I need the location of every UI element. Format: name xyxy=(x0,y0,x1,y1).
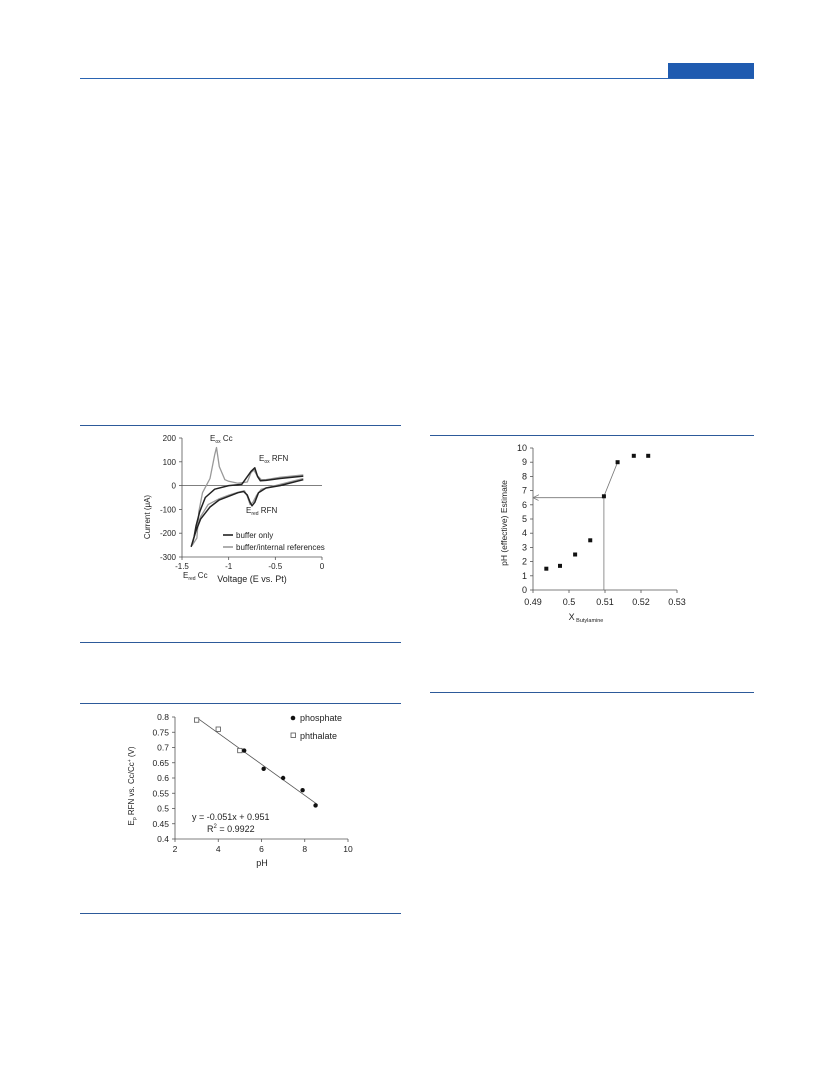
bu-guide-vertical xyxy=(603,462,618,590)
bu-point xyxy=(615,460,620,465)
cv-y-tick-label: -300 xyxy=(160,553,177,562)
bu-y-tick-label: 9 xyxy=(522,457,527,467)
bu-y-tick-label: 2 xyxy=(522,557,527,567)
cv-x-tick-label: -0.5 xyxy=(268,562,282,571)
bu-y-tick-label: 8 xyxy=(522,471,527,481)
bu-point xyxy=(646,453,651,458)
header-accent-tab xyxy=(668,63,754,78)
figure1-bottom-rule xyxy=(80,642,401,643)
cv-legend-buffer-only: buffer only xyxy=(236,531,273,540)
ep-point-phosphate xyxy=(280,775,286,781)
bu-point xyxy=(601,494,606,499)
ep-point-phosphate xyxy=(313,803,318,808)
bu-x-tick-label: 0.51 xyxy=(596,597,614,607)
ep-vs-ph-chart: Ep RFN vs. Cc/Cc+ (V) pH 0.8 0.75 0.7 0.65 0… xyxy=(127,712,353,868)
ep-y-tick-label: 0.65 xyxy=(152,758,169,768)
figure2-bottom-rule xyxy=(80,913,401,914)
ep-point-phthalate xyxy=(237,747,243,754)
ep-point-phosphate xyxy=(261,766,266,772)
bu-point xyxy=(588,538,593,543)
bu-x-tick-label: 0.53 xyxy=(668,597,686,607)
cv-annotation-ered-cc: Ered Cc xyxy=(183,571,208,582)
bu-x-tick-label: 0.5 xyxy=(563,597,576,607)
ep-point-phthalate xyxy=(215,726,221,732)
ep-y-tick-label: 0.7 xyxy=(157,743,169,753)
ep-x-tick-label: 2 xyxy=(173,844,178,854)
ep-y-tick-label: 0.4 xyxy=(157,834,169,844)
ep-legend-phthalate: phthalate xyxy=(300,731,337,741)
bu-y-tick-label: 6 xyxy=(522,500,527,510)
cv-y-tick-label: 0 xyxy=(172,482,177,491)
cv-xlabel: Voltage (E vs. Pt) xyxy=(217,574,287,584)
bu-x-tick-label: 0.52 xyxy=(632,597,650,607)
cv-y-tick-label: 200 xyxy=(163,434,177,443)
bu-xlabel: X Butylamine xyxy=(569,612,604,624)
bu-point xyxy=(544,566,549,571)
bu-ylabel: pH (effective) Estimate xyxy=(499,480,509,566)
bu-x-tick-label: 0.49 xyxy=(524,597,542,607)
ep-trend-r2: R2 = 0.9922 xyxy=(207,824,255,834)
cv-x-tick-label: -1.5 xyxy=(175,562,189,571)
bu-y-tick-label: 1 xyxy=(522,571,527,581)
ep-x-tick-label: 10 xyxy=(343,844,353,854)
cv-y-tick-label: -200 xyxy=(160,529,177,538)
ep-y-tick-label: 0.55 xyxy=(152,788,169,798)
cv-y-tick-label: 100 xyxy=(163,458,177,467)
ep-trendline xyxy=(196,717,318,806)
ep-x-tick-label: 8 xyxy=(302,844,307,854)
bu-y-tick-label: 5 xyxy=(522,514,527,524)
cv-ylabel: Current (μA) xyxy=(143,495,152,540)
cv-y-tick-label: -100 xyxy=(160,505,177,514)
cv-annotation-eox-cc: Eox Cc xyxy=(210,434,233,445)
figure1-top-rule xyxy=(80,425,401,426)
figure3-bottom-rule xyxy=(430,692,754,693)
ep-legend: phosphate phthalate xyxy=(290,713,342,741)
ep-y-tick-label: 0.5 xyxy=(157,804,169,814)
cv-series-buffer-only xyxy=(190,467,304,548)
ep-y-tick-label: 0.45 xyxy=(152,819,169,829)
ep-point-phthalate xyxy=(194,717,200,723)
bu-point xyxy=(573,552,578,557)
cv-legend-buffer-internal: buffer/internal references xyxy=(236,543,325,552)
ep-ylabel: Ep RFN vs. Cc/Cc+ (V) xyxy=(127,746,138,825)
cv-annotation-ered-rfn: Ered RFN xyxy=(246,506,277,517)
ep-xlabel: pH xyxy=(256,858,268,868)
cyclic-voltammogram-chart: Current (μA) Voltage (E vs. Pt) 200 100 0 -… xyxy=(143,434,325,584)
bu-y-tick-label: 3 xyxy=(522,542,527,552)
cv-x-tick-label: -1 xyxy=(225,562,233,571)
ep-y-tick-label: 0.8 xyxy=(157,712,169,722)
bu-y-tick-label: 4 xyxy=(522,528,527,538)
cv-legend: buffer only buffer/internal references xyxy=(223,531,325,552)
figure2-top-rule xyxy=(80,703,401,704)
ep-x-tick-label: 4 xyxy=(216,844,221,854)
cv-x-tick-label: 0 xyxy=(320,562,325,571)
ep-x-tick-label: 6 xyxy=(259,844,264,854)
ep-point-phosphate xyxy=(242,748,247,753)
ph-vs-butylamine-chart: pH (effective) Estimate X Butylamine 109… xyxy=(499,443,686,624)
bu-point xyxy=(558,563,562,568)
header-rule xyxy=(80,78,754,79)
ep-legend-phosphate: phosphate xyxy=(300,713,342,723)
figure3-top-rule xyxy=(430,435,754,436)
bu-y-tick-label: 7 xyxy=(522,486,527,496)
ep-trend-equation: y = -0.051x + 0.951 xyxy=(192,812,270,822)
ep-y-tick-label: 0.6 xyxy=(157,773,169,783)
cv-annotation-eox-rfn: Eox RFN xyxy=(259,454,289,465)
bu-y-tick-label: 10 xyxy=(517,443,527,453)
bu-y-tick-label: 0 xyxy=(522,585,527,595)
ep-point-phosphate xyxy=(300,788,305,793)
bu-point xyxy=(631,453,636,458)
ep-y-tick-label: 0.75 xyxy=(152,727,169,737)
